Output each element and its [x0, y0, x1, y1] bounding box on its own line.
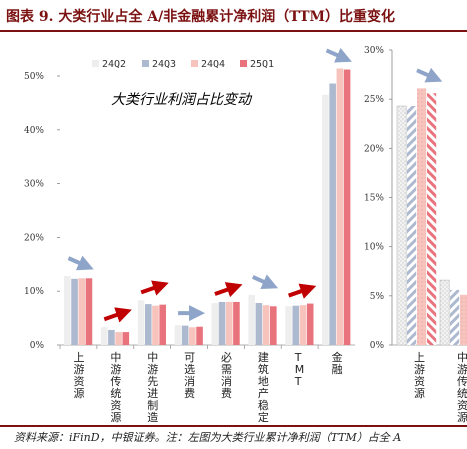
left-ytick-label-0: 0%: [30, 341, 45, 351]
right-ytick-label-1: 5%: [370, 292, 385, 302]
left-bar-chart: 0% 10% 20% 30% 40% 50% 上游资源 中游传统资源 中游先进制造 可选消费 必需消…: [24, 47, 355, 424]
left-category-label-1: 中游传统资源: [110, 351, 121, 424]
left-bar-24Q4-0: [78, 278, 86, 345]
left-bar-24Q2-0: [64, 276, 71, 345]
left-bar-24Q3-3: [181, 325, 189, 345]
left-bar-25Q1-3: [196, 326, 203, 345]
right-bar-24Q2-1: [439, 279, 450, 346]
left-ytick-label-2: 20%: [24, 233, 44, 243]
trend-arrow-right-0: [416, 67, 443, 83]
trend-arrow-left-7: [325, 47, 352, 63]
trend-arrow-left-2: [140, 280, 169, 296]
right-bar-chart: 0% 5% 10% 15% 20% 25% 30% 上游资源 中游传统资源: [364, 46, 467, 424]
footer-rule: [0, 425, 467, 427]
trend-arrow-left-5: [252, 274, 279, 290]
left-category-label-5: 建筑地产稳定: [258, 350, 269, 424]
left-bar-25Q1-5: [270, 306, 277, 345]
right-category-label-0: 上游资源: [414, 351, 425, 400]
legend-label-2: 24Q4: [201, 59, 225, 70]
figure-title: 图表 9. 大类行业占全 A/非金融累计净利润（TTM）比重变化: [6, 9, 396, 25]
left-bar-24Q2-7: [322, 94, 329, 345]
right-bar-24Q2-0: [396, 105, 407, 346]
legend-swatch-1: [142, 60, 149, 67]
left-bar-24Q4-3: [189, 327, 196, 345]
right-ytick-label-0: 0%: [370, 341, 385, 351]
left-bar-24Q4-4: [225, 301, 233, 345]
legend-label-1: 24Q3: [152, 59, 176, 70]
legend-swatch-3: [240, 60, 247, 67]
left-bar-25Q1-1: [122, 332, 130, 345]
left-bar-25Q1-2: [159, 304, 166, 345]
left-bar-24Q2-2: [137, 300, 145, 345]
right-bar-25Q1-0: [427, 93, 437, 346]
left-bar-25Q1-0: [85, 278, 93, 345]
right-bar-24Q3-0: [407, 106, 417, 345]
right-ytick-label-3: 15%: [364, 194, 384, 204]
left-bar-24Q3-1: [108, 329, 115, 345]
legend-swatch-0: [92, 60, 99, 67]
source-note: 资料来源：iFinD，中银证券。注：左图为大类行业累计净利润（TTM）占全 A: [14, 431, 402, 444]
trend-arrow-left-4: [214, 282, 243, 298]
left-bar-24Q4-1: [115, 332, 122, 345]
left-bar-24Q3-4: [218, 301, 226, 345]
right-bar-24Q4-1: [460, 294, 467, 345]
title-rule: [0, 30, 467, 32]
left-bar-24Q4-5: [262, 305, 270, 345]
right-ytick-label-4: 20%: [364, 144, 384, 154]
left-bar-24Q2-4: [211, 303, 219, 345]
left-ytick-label-3: 30%: [24, 180, 44, 190]
left-ytick-label-4: 40%: [24, 126, 44, 136]
right-ytick-label-2: 10%: [364, 243, 384, 253]
left-bar-24Q3-2: [144, 304, 152, 345]
left-bar-24Q2-6: [285, 306, 292, 345]
left-bar-25Q1-6: [306, 303, 314, 345]
left-bar-24Q2-1: [100, 327, 108, 345]
left-bar-24Q2-3: [174, 325, 182, 345]
left-bar-24Q4-7: [336, 68, 344, 345]
trend-arrow-left-1: [103, 307, 132, 323]
left-bar-24Q4-2: [152, 305, 159, 345]
left-category-label-7: 金融: [332, 350, 343, 376]
left-bar-24Q4-6: [299, 305, 307, 345]
right-ytick-label-5: 25%: [364, 95, 384, 105]
left-category-label-0: 上游资源: [73, 351, 84, 400]
legend-label-3: 25Q1: [250, 59, 274, 70]
right-category-label-1: 中游传统资源: [457, 351, 467, 424]
legend-swatch-2: [191, 60, 198, 67]
left-bar-25Q1-4: [233, 301, 240, 345]
left-category-label-4: 必需消费: [221, 351, 232, 400]
left-bar-24Q3-6: [292, 305, 300, 345]
legend-label-0: 24Q2: [102, 59, 126, 70]
chart-annotation: 大类行业利润占比变动: [111, 92, 253, 108]
trend-arrow-left-6: [288, 283, 317, 299]
left-bar-24Q3-5: [255, 303, 263, 345]
left-bar-24Q2-5: [248, 294, 256, 345]
left-bar-24Q3-0: [71, 278, 78, 345]
left-category-label-2: 中游先进制造: [147, 351, 158, 424]
right-bar-24Q4-0: [417, 88, 427, 345]
left-category-label-3: 可选消费: [184, 351, 195, 400]
right-bar-24Q3-1: [450, 289, 460, 345]
left-bar-25Q1-7: [343, 69, 351, 345]
right-ytick-label-6: 30%: [364, 46, 384, 56]
trend-arrow-left-0: [67, 255, 94, 271]
left-bar-24Q3-7: [329, 83, 336, 346]
left-ytick-label-1: 10%: [24, 287, 44, 297]
left-ytick-label-5: 50%: [24, 72, 44, 82]
